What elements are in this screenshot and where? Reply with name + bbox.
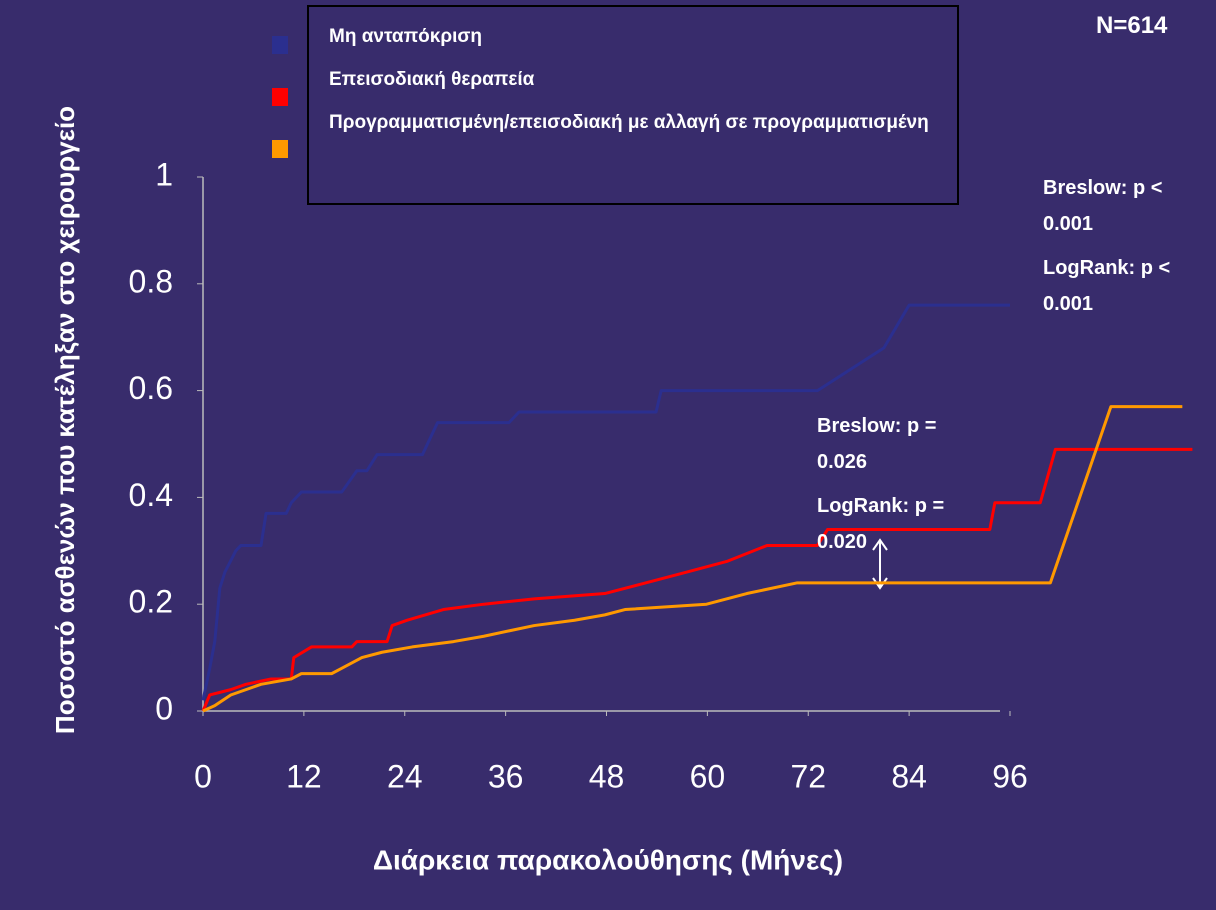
y-tick-label: 0	[155, 690, 173, 726]
annotation: LogRank: p < 0.001	[1043, 257, 1171, 315]
legend-label: Προγραμματισμένη/επεισοδιακή με αλλαγή σ…	[329, 112, 929, 133]
x-tick-label: 72	[790, 758, 826, 794]
legend-swatch	[272, 88, 288, 106]
annotation: LogRank: p = 0.020	[817, 495, 945, 553]
x-tick-label: 60	[690, 758, 726, 794]
series-line	[201, 303, 1010, 701]
x-tick-label: 84	[891, 758, 927, 794]
y-tick-label: 0.8	[129, 263, 173, 299]
annotation: N=614	[1096, 12, 1168, 39]
double-arrow	[872, 538, 888, 590]
legend-label: Επεισοδιακή θεραπεία	[329, 69, 535, 90]
legend-label: Μη ανταπόκριση	[329, 26, 482, 47]
x-tick-label: 96	[992, 758, 1028, 794]
x-tick-label: 48	[589, 758, 625, 794]
x-tick-label: 0	[194, 758, 212, 794]
x-tick-label: 12	[286, 758, 322, 794]
y-tick-label: 1	[155, 156, 173, 192]
annotation: Breslow: p = 0.026	[817, 415, 937, 473]
legend: Μη ανταπόκριση Επεισοδιακή θεραπεία Προγ…	[307, 5, 959, 205]
series-line	[201, 447, 1193, 712]
x-tick-label: 36	[488, 758, 524, 794]
y-tick-label: 0.4	[129, 477, 173, 513]
x-tick-label: 24	[387, 758, 423, 794]
legend-swatch	[272, 140, 288, 158]
legend-swatch	[272, 36, 288, 54]
annotation: Breslow: p < 0.001	[1043, 177, 1163, 235]
series-line	[202, 405, 1183, 713]
y-tick-label: 0.2	[129, 584, 173, 620]
x-axis-label: Διάρκεια παρακολούθησης (Μήνες)	[373, 844, 843, 875]
y-axis-label: Ποσοστό ασθενών που κατέληξαν στο χειρου…	[50, 105, 80, 735]
y-tick-label: 0.6	[129, 370, 173, 406]
